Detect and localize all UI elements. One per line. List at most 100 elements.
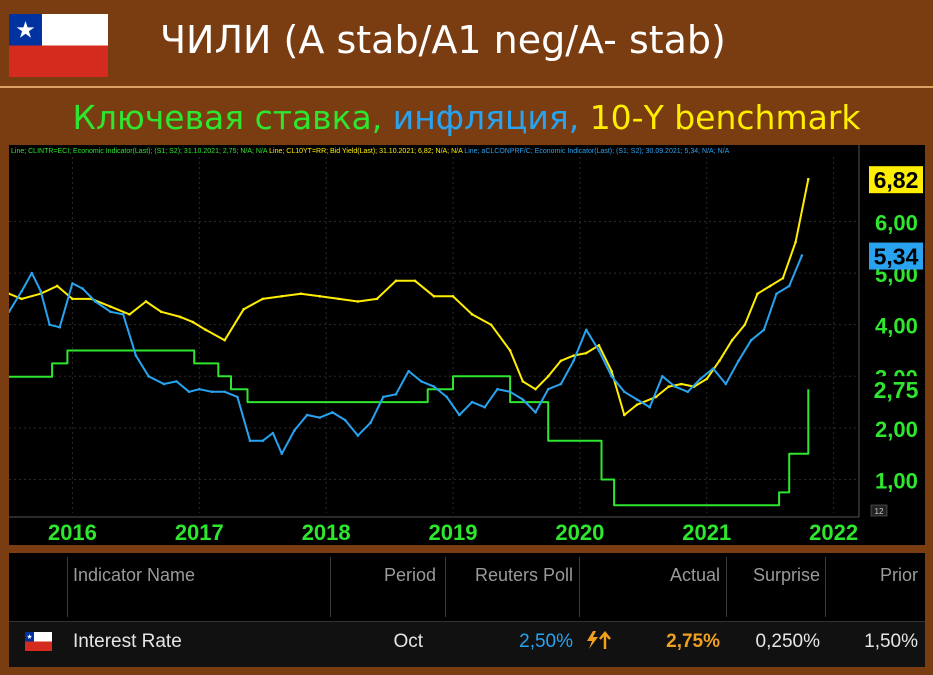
subtitle-inflation: инфляция, <box>392 98 590 137</box>
column-divider <box>726 557 727 617</box>
series-point <box>9 310 11 314</box>
x-tick-label: 2018 <box>302 520 351 545</box>
row-reuters-poll: 2,50% <box>519 631 573 652</box>
series-point <box>394 279 398 283</box>
series-point <box>508 349 512 352</box>
series-point <box>81 287 84 290</box>
last-value-label: 5,34 <box>874 244 919 270</box>
series-point <box>622 390 626 394</box>
header-prior[interactable]: Prior <box>879 565 918 585</box>
series-point <box>223 338 226 342</box>
header-reuters-poll[interactable]: Reuters Poll <box>474 565 573 585</box>
series-point <box>210 390 214 394</box>
x-tick-label: 2017 <box>175 520 224 545</box>
table-row-background <box>9 622 925 667</box>
series-point <box>635 398 639 401</box>
series-point <box>162 382 166 386</box>
series-point <box>9 292 11 296</box>
series-point <box>496 387 499 391</box>
series-point <box>204 328 207 332</box>
series-point <box>407 369 410 373</box>
subtitle-benchmark: 10-Y benchmark <box>589 98 861 137</box>
series-point <box>648 405 651 409</box>
column-divider <box>330 557 331 617</box>
last-value-box <box>869 376 923 404</box>
x-tick-label: 2016 <box>48 520 97 545</box>
series-point <box>394 393 398 396</box>
series-point <box>572 359 575 363</box>
row-indicator-name[interactable]: Interest Rate <box>73 631 182 652</box>
series-point <box>178 315 182 319</box>
series-point <box>197 387 201 391</box>
series-point <box>93 300 97 303</box>
last-value-box <box>869 166 923 194</box>
series-point <box>30 271 34 275</box>
series-point <box>191 320 195 324</box>
series-point <box>724 382 728 386</box>
row-prior: 1,50% <box>864 631 918 652</box>
series-point <box>299 292 303 296</box>
series-point <box>711 367 715 370</box>
series-point <box>343 418 347 422</box>
series-point <box>680 382 683 386</box>
series-point <box>280 452 284 455</box>
series-point <box>667 385 671 388</box>
series-point <box>293 429 296 432</box>
series-point <box>71 297 74 301</box>
series-point <box>521 380 525 383</box>
header-actual[interactable]: Actual <box>669 565 720 585</box>
series-point <box>356 300 360 303</box>
series-point <box>775 292 778 296</box>
last-value-label: 6,82 <box>874 167 919 193</box>
legend-entry: Line; CLINTR=ECI; Economic Indicator(Las… <box>11 148 269 155</box>
series-point <box>445 395 448 399</box>
series-point <box>432 385 436 388</box>
header-period[interactable]: Period <box>383 565 436 585</box>
chile-flag-icon <box>25 632 52 651</box>
series-point <box>109 305 112 308</box>
series-point <box>597 344 601 347</box>
series-point <box>420 380 423 383</box>
series-point <box>318 416 322 419</box>
series-point <box>331 411 334 414</box>
series-point <box>749 338 753 342</box>
column-divider <box>67 557 68 617</box>
legend-entry: Line; CL10YT=RR; Bid Yield(Last); 31.10.… <box>269 148 464 155</box>
series-point <box>128 313 131 316</box>
series-point <box>261 439 265 443</box>
series-point <box>768 284 772 288</box>
series-point <box>737 359 740 363</box>
series-point <box>159 310 163 314</box>
series-point <box>610 369 613 373</box>
series-point <box>470 313 474 316</box>
series-point <box>762 328 766 332</box>
series-point <box>20 289 23 293</box>
series-point <box>375 297 379 301</box>
series-point <box>134 354 138 357</box>
series-point <box>144 300 148 303</box>
series-point <box>58 325 62 329</box>
series-point <box>673 385 677 388</box>
series-point <box>730 338 734 342</box>
series-line <box>9 179 810 416</box>
series-point <box>584 351 588 355</box>
table-row-divider <box>9 621 925 622</box>
series-point <box>743 323 747 326</box>
series-point <box>661 374 664 378</box>
row-actual: 2,75% <box>666 631 720 652</box>
series-point <box>20 297 23 301</box>
chart-svg: Line; CLINTR=ECI; Economic Indicator(Las… <box>9 145 923 545</box>
header-indicator-name[interactable]: Indicator Name <box>73 565 196 585</box>
series-point <box>534 387 537 391</box>
series-point <box>489 323 493 326</box>
series-point <box>806 177 810 181</box>
column-divider <box>825 557 826 617</box>
series-point <box>242 307 246 311</box>
series-point <box>248 439 252 443</box>
header-surprise[interactable]: Surprise <box>752 565 820 585</box>
series-point <box>369 421 372 425</box>
series-point <box>705 377 709 381</box>
series-point <box>305 413 309 417</box>
series-point <box>280 295 284 298</box>
series-point <box>572 354 575 357</box>
